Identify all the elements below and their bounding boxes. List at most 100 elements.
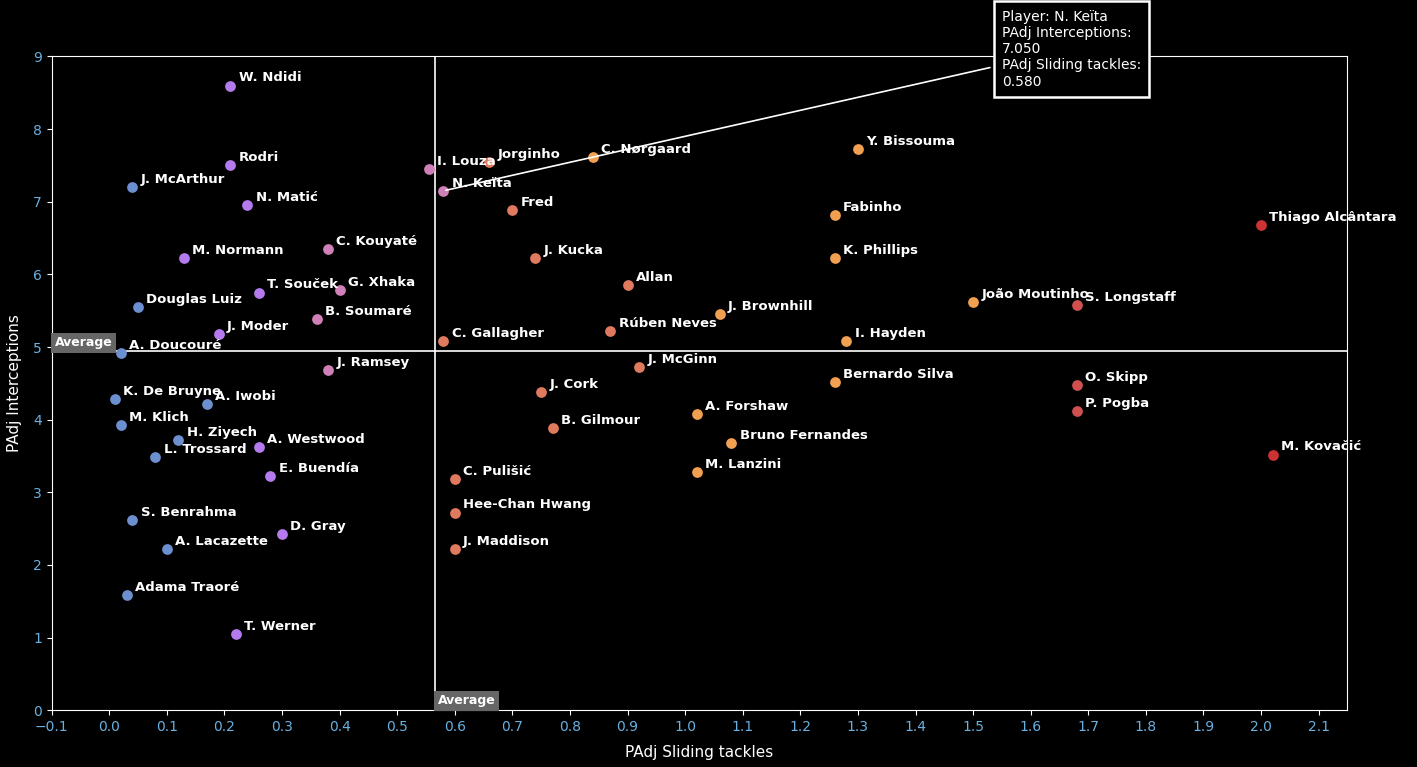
Text: A. Iwobi: A. Iwobi [215, 390, 276, 403]
Point [444, 543, 466, 555]
X-axis label: PAdj Sliding tackles: PAdj Sliding tackles [625, 745, 774, 760]
Text: Adama Traoré: Adama Traoré [135, 581, 239, 594]
Point [444, 506, 466, 518]
Text: W. Ndidi: W. Ndidi [238, 71, 302, 84]
Text: Average: Average [54, 336, 112, 349]
Text: K. De Bruyne: K. De Bruyne [123, 385, 221, 398]
Point [109, 420, 132, 432]
Text: J. McGinn: J. McGinn [648, 354, 717, 366]
Point [599, 325, 622, 337]
Point [145, 451, 167, 463]
Point [317, 243, 340, 255]
Point [530, 386, 553, 398]
Text: O. Skipp: O. Skipp [1085, 370, 1148, 384]
Point [120, 514, 143, 526]
Text: João Moutinho: João Moutinho [982, 288, 1090, 301]
Text: C. Gallagher: C. Gallagher [452, 327, 544, 340]
Text: M. Kovačić: M. Kovačić [1281, 440, 1362, 453]
Point [248, 286, 271, 298]
Text: S. Longstaff: S. Longstaff [1085, 291, 1176, 304]
Text: C. Pulišić: C. Pulišić [463, 465, 531, 478]
Text: T. Souček: T. Souček [268, 278, 339, 291]
Point [218, 160, 241, 172]
Text: A. Forshaw: A. Forshaw [706, 400, 788, 413]
Text: L. Trossard: L. Trossard [163, 443, 247, 456]
Text: M. Lanzini: M. Lanzini [706, 458, 781, 471]
Point [248, 441, 271, 453]
Text: Allan: Allan [636, 271, 673, 284]
Point [962, 296, 985, 308]
Text: B. Gilmour: B. Gilmour [561, 414, 640, 427]
Point [329, 285, 351, 297]
Point [156, 543, 179, 555]
Text: D. Gray: D. Gray [290, 520, 346, 533]
Point [616, 279, 639, 291]
Text: M. Klich: M. Klich [129, 411, 188, 424]
Text: J. Kucka: J. Kucka [544, 244, 604, 257]
Point [120, 181, 143, 193]
Point [823, 209, 846, 221]
Point [823, 376, 846, 388]
Text: A. Westwood: A. Westwood [268, 433, 366, 446]
Text: Fabinho: Fabinho [843, 201, 903, 214]
Text: Average: Average [438, 694, 496, 707]
Point [432, 335, 455, 347]
Text: H. Ziyech: H. Ziyech [187, 426, 256, 439]
Point [524, 252, 547, 265]
Point [418, 163, 441, 175]
Text: Y. Bissouma: Y. Bissouma [866, 135, 955, 148]
Text: Hee-Chan Hwang: Hee-Chan Hwang [463, 499, 591, 512]
Text: J. Cork: J. Cork [550, 378, 598, 391]
Point [305, 313, 327, 325]
Text: Fred: Fred [520, 196, 554, 209]
Point [502, 204, 524, 216]
Text: Jorginho: Jorginho [497, 148, 561, 160]
Text: Player: N. Keïta
PAdj Interceptions:
7.050
PAdj Sliding tackles:
0.580: Player: N. Keïta PAdj Interceptions: 7.0… [446, 10, 1141, 190]
Point [218, 80, 241, 92]
Point [225, 628, 248, 640]
Text: J. McArthur: J. McArthur [140, 173, 225, 186]
Text: S. Benrahma: S. Benrahma [140, 505, 237, 518]
Point [126, 301, 149, 313]
Text: J. Ramsey: J. Ramsey [336, 356, 410, 369]
Text: Bernardo Silva: Bernardo Silva [843, 367, 954, 380]
Text: J. Moder: J. Moder [227, 320, 289, 333]
Y-axis label: PAdj Interceptions: PAdj Interceptions [7, 314, 21, 453]
Point [115, 589, 137, 601]
Point [1066, 405, 1088, 417]
Point [173, 252, 196, 265]
Text: I. Louza: I. Louza [438, 155, 496, 168]
Point [207, 328, 230, 340]
Point [686, 466, 708, 478]
Point [628, 361, 650, 374]
Text: G. Xhaka: G. Xhaka [349, 276, 415, 289]
Point [196, 397, 218, 410]
Point [317, 364, 340, 377]
Text: A. Doucouré: A. Doucouré [129, 339, 221, 352]
Text: Bruno Fernandes: Bruno Fernandes [740, 429, 867, 442]
Point [541, 423, 564, 435]
Text: N. Keïta: N. Keïta [452, 176, 512, 189]
Text: C. Nørgaard: C. Nørgaard [601, 143, 691, 156]
Text: Rúben Neves: Rúben Neves [619, 317, 717, 330]
Point [823, 252, 846, 265]
Point [835, 335, 857, 347]
Point [444, 473, 466, 486]
Point [103, 393, 126, 406]
Point [1250, 219, 1272, 231]
Text: A. Lacazette: A. Lacazette [176, 535, 268, 548]
Point [686, 408, 708, 420]
Text: P. Pogba: P. Pogba [1085, 397, 1149, 410]
Text: I. Hayden: I. Hayden [854, 327, 925, 340]
Text: Thiago Alcântara: Thiago Alcântara [1270, 211, 1397, 224]
Text: C. Kouyaté: C. Kouyaté [336, 235, 418, 248]
Text: E. Buendía: E. Buendía [279, 463, 359, 476]
Text: Rodri: Rodri [238, 151, 279, 164]
Text: T. Werner: T. Werner [244, 620, 316, 633]
Point [271, 528, 293, 541]
Point [1261, 449, 1284, 461]
Text: B. Soumaré: B. Soumaré [324, 305, 411, 318]
Point [581, 150, 604, 163]
Point [167, 434, 190, 446]
Point [478, 156, 500, 168]
